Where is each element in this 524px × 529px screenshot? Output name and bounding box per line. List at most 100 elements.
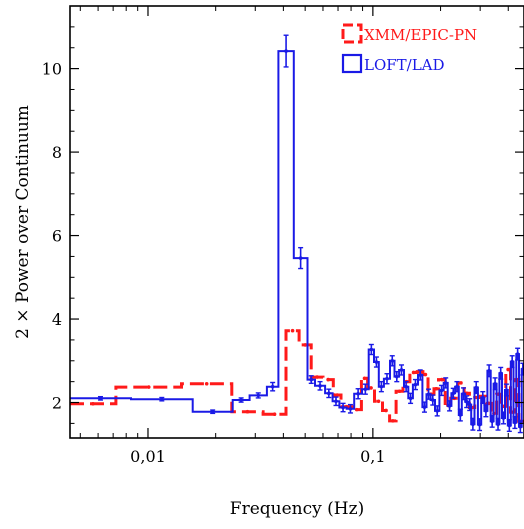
- legend-label-loft-lad: LOFT/LAD: [364, 56, 445, 74]
- data-point: [506, 367, 510, 372]
- data-point: [496, 422, 500, 427]
- data-point: [327, 391, 331, 396]
- data-point: [239, 398, 243, 402]
- data-point: [335, 393, 339, 397]
- data-point: [348, 406, 353, 411]
- legend-label-xmm-epic-pn: XMM/EPIC-PN: [364, 26, 477, 44]
- data-point: [480, 395, 485, 400]
- data-point: [422, 405, 427, 409]
- data-point: [493, 381, 497, 386]
- data-point: [394, 374, 399, 379]
- data-point: [440, 377, 444, 382]
- data-point: [146, 385, 151, 389]
- data-point: [315, 375, 319, 379]
- data-point: [461, 391, 466, 396]
- data-point: [459, 381, 463, 385]
- data-point: [515, 352, 520, 356]
- data-point: [374, 360, 379, 364]
- data-point: [411, 370, 416, 375]
- data-point: [356, 391, 360, 396]
- data-point: [160, 397, 164, 401]
- data-point: [91, 401, 95, 406]
- data-point: [434, 386, 439, 391]
- data-point: [467, 402, 472, 407]
- series-0-group: [70, 328, 524, 424]
- data-point: [379, 384, 384, 389]
- data-point: [303, 343, 307, 347]
- data-point: [385, 376, 389, 381]
- data-point: [435, 409, 440, 413]
- data-point: [399, 368, 404, 372]
- data-point: [270, 384, 275, 389]
- y-tick-label: 2: [52, 394, 62, 413]
- y-tick-label: 4: [52, 310, 62, 329]
- data-point: [443, 381, 448, 385]
- data-point: [376, 399, 381, 404]
- y-axis-label: 2 × Power over Continuum: [13, 105, 33, 339]
- y-tick-label: 8: [52, 143, 62, 162]
- data-point: [326, 377, 330, 382]
- axes-layer: 2 4 6 8 10 0,01 0,1: [42, 5, 524, 466]
- data-point: [451, 391, 456, 396]
- data-point: [369, 386, 373, 390]
- y-tick-label: 6: [52, 227, 62, 246]
- data-point: [210, 409, 215, 414]
- data-point: [518, 424, 523, 429]
- data-point: [354, 407, 359, 412]
- data-point: [484, 409, 488, 413]
- data-point: [390, 358, 395, 363]
- data-point: [256, 393, 261, 398]
- data-point: [341, 405, 345, 410]
- series-layer: [70, 34, 524, 434]
- data-point: [404, 384, 408, 389]
- data-point: [513, 420, 517, 425]
- legend-swatch-xmm-epic-pn: [341, 23, 363, 44]
- y-tick-label: 10: [42, 60, 62, 79]
- data-point: [413, 382, 418, 387]
- data-point: [290, 328, 295, 333]
- data-point: [471, 422, 475, 427]
- legend-swatch-loft-lad: [341, 53, 363, 74]
- data-point: [272, 412, 277, 417]
- x-axis-label: Frequency (Hz): [230, 499, 364, 519]
- data-point: [426, 392, 431, 396]
- data-point: [510, 359, 514, 364]
- data-point: [504, 388, 509, 392]
- data-point: [98, 396, 103, 401]
- series-line-loft-lad: [70, 50, 524, 428]
- data-point: [455, 384, 459, 389]
- data-point: [334, 399, 338, 404]
- data-point: [498, 371, 503, 376]
- data-point: [391, 419, 395, 423]
- data-point: [245, 409, 250, 414]
- data-point: [418, 373, 423, 377]
- data-point: [298, 256, 303, 260]
- data-point: [408, 396, 413, 401]
- data-point: [318, 384, 322, 388]
- data-point: [204, 381, 209, 386]
- data-point: [458, 413, 463, 417]
- data-point: [464, 399, 469, 404]
- data-point: [369, 347, 374, 352]
- data-point: [474, 385, 479, 390]
- data-point: [397, 389, 402, 394]
- data-point: [477, 422, 482, 427]
- data-point: [501, 416, 506, 420]
- data-point: [507, 423, 512, 428]
- data-point: [490, 419, 494, 424]
- plot-frame: [69, 5, 524, 439]
- data-point: [284, 49, 288, 53]
- data-point: [362, 376, 367, 381]
- data-point: [487, 369, 491, 373]
- series-line-xmm-epic-pn: [70, 329, 524, 423]
- data-point: [384, 408, 388, 413]
- x-tick-label: 0,01: [130, 447, 166, 466]
- data-point: [363, 387, 368, 391]
- series-1-group: [70, 34, 524, 434]
- data-point: [430, 398, 435, 402]
- data-point: [439, 388, 444, 393]
- legend: XMM/EPIC-PN LOFT/LAD: [341, 23, 477, 74]
- data-point: [309, 377, 314, 382]
- x-tick-label: 0,1: [360, 447, 385, 466]
